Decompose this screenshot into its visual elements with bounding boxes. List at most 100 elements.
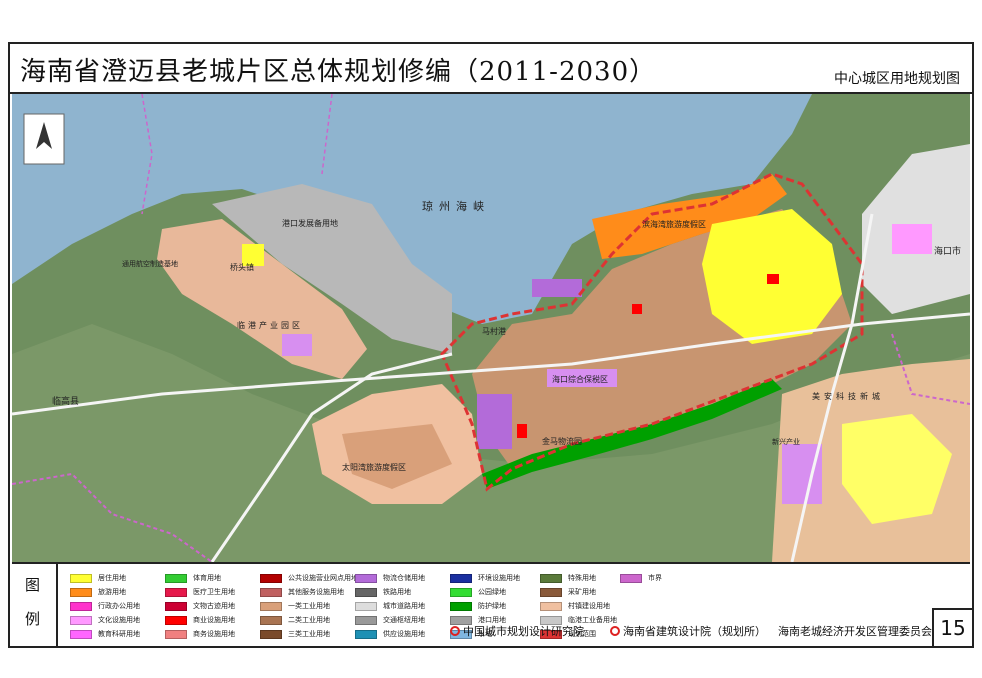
legend-item: 旅游用地 [70, 586, 126, 598]
legend-swatch [260, 615, 282, 625]
legend-item: 规划范围 [540, 628, 596, 640]
legend-label: 交通枢纽用地 [383, 616, 425, 624]
legend-label: 规划范围 [568, 630, 596, 638]
legend-label: 一类工业用地 [288, 602, 330, 610]
label-xinan: 新兴产业 [772, 437, 800, 446]
legend-label: 教育科研用地 [98, 630, 140, 638]
legend-item: 文物古迹用地 [165, 600, 235, 612]
legend-swatch [165, 629, 187, 639]
legend-item: 医疗卫生用地 [165, 586, 235, 598]
legend-swatch [620, 573, 642, 583]
legend-label: 供应设施用地 [383, 630, 425, 638]
legend-swatch [540, 601, 562, 611]
legend-swatch [70, 573, 92, 583]
legend-item: 交通枢纽用地 [355, 614, 425, 626]
legend-swatch [450, 615, 472, 625]
legend-swatch [355, 573, 377, 583]
legend-heading-char-1: 图 [25, 576, 41, 594]
binhai-tourism-zone [592, 174, 787, 259]
logistics-block [477, 394, 512, 449]
org-2: 海南省建筑设计院（规划所） [610, 623, 766, 639]
commercial-block-1 [517, 424, 527, 438]
legend-label: 商务设施用地 [193, 630, 235, 638]
legend-label: 物流仓储用地 [383, 574, 425, 582]
org-2-label: 海南省建筑设计院（规划所） [623, 625, 766, 638]
commercial-block-3 [632, 304, 642, 314]
legend-label: 特殊用地 [568, 574, 596, 582]
legend-label: 港口用地 [478, 616, 506, 624]
org-credits: 中国城市规划设计研究院 海南省建筑设计院（规划所） 海南老城经济开发区管理委员会 [450, 616, 970, 642]
legend-item: 商业设施用地 [165, 614, 235, 626]
city-boundary-line-4 [891, 333, 970, 405]
legend-swatch [260, 601, 282, 611]
legend-label: 行政办公用地 [98, 602, 140, 610]
legend-item: 铁路用地 [355, 586, 411, 598]
haikou-bonded-zone [547, 369, 617, 387]
main-road-2 [210, 352, 453, 562]
legend-label: 公园绿地 [478, 588, 506, 596]
city-boundary-line-1 [141, 94, 153, 215]
commercial-block-2 [767, 274, 779, 284]
legend-swatch [165, 587, 187, 597]
legend-swatch [540, 587, 562, 597]
legend-item: 一类工业用地 [260, 600, 330, 612]
port-reserve-area [212, 184, 452, 354]
legend-item: 二类工业用地 [260, 614, 330, 626]
legend-label: 三类工业用地 [288, 630, 330, 638]
legend-swatch [260, 587, 282, 597]
label-jinxing: 金马物流园 [542, 436, 582, 446]
main-road-1 [12, 312, 970, 416]
legend-swatch [165, 601, 187, 611]
legend-label: 城市道路用地 [383, 602, 425, 610]
label-meian: 美安科技新城 [812, 391, 884, 401]
page-title: 海南省澄迈县老城片区总体规划修编（2011-2030） [20, 57, 657, 87]
legend-swatch [355, 601, 377, 611]
legend-item: 防护绿地 [450, 600, 506, 612]
protective-green-belt [482, 379, 782, 489]
label-lingao: 临高县 [52, 395, 79, 407]
legend-swatch [355, 629, 377, 639]
legend-item: 居住用地 [70, 572, 126, 584]
legend-heading: 图 例 [10, 564, 58, 646]
legend-item: 三类工业用地 [260, 628, 330, 640]
legend-item: 物流仓储用地 [355, 572, 425, 584]
title-bar: 海南省澄迈县老城片区总体规划修编（2011-2030） 中心城区用地规划图 [10, 44, 972, 94]
legend-label: 公共设施营业网点用地 [288, 574, 358, 582]
legend-label: 水域 [478, 630, 492, 638]
legend-item: 村镇建设用地 [540, 600, 610, 612]
legend-label: 二类工业用地 [288, 616, 330, 624]
legend-swatch [70, 615, 92, 625]
label-macun: 马村港 [482, 326, 506, 336]
lingang-industrial-zone [157, 219, 367, 379]
legend-swatch [260, 573, 282, 583]
org-1-label: 中国城市规划设计研究院 [463, 625, 584, 638]
logistics-block-2 [532, 279, 582, 297]
cupc-logo-icon [450, 626, 460, 636]
legend-item: 公园绿地 [450, 586, 506, 598]
legend-item: 公共设施营业网点用地 [260, 572, 358, 584]
legend-swatch [540, 615, 562, 625]
org-3: 海南老城经济开发区管理委员会 [778, 623, 932, 639]
legend-swatch [450, 601, 472, 611]
label-strait: 琼州海峡 [422, 199, 490, 213]
legend-label: 商业设施用地 [193, 616, 235, 624]
legend-item: 特殊用地 [540, 572, 596, 584]
legend-label: 医疗卫生用地 [193, 588, 235, 596]
legend-swatch [450, 573, 472, 583]
legend-swatch [355, 587, 377, 597]
hainan-design-logo-icon [610, 626, 620, 636]
legend-label: 防护绿地 [478, 602, 506, 610]
legend-heading-char-2: 例 [25, 610, 41, 628]
org-1: 中国城市规划设计研究院 [450, 623, 584, 639]
legend: 图 例 居住用地 旅游用地 行政办公用地 文化设施用地 教育科研用地 体育用地 医疗卫生用地… [10, 564, 972, 646]
haikou-block [892, 224, 932, 254]
legend-label: 体育用地 [193, 574, 221, 582]
legend-swatch [165, 573, 187, 583]
legend-swatch [165, 615, 187, 625]
legend-label: 文物古迹用地 [193, 602, 235, 610]
legend-item: 商务设施用地 [165, 628, 235, 640]
main-road-3 [790, 213, 874, 562]
org-3-label: 海南老城经济开发区管理委员会 [778, 625, 932, 638]
land-use-map[interactable]: 琼州海峡 港口发展备用地 桥头镇 临港产业园区 滨海湾旅游度假区 海口综合保税区… [12, 94, 970, 564]
legend-swatch [540, 629, 562, 639]
